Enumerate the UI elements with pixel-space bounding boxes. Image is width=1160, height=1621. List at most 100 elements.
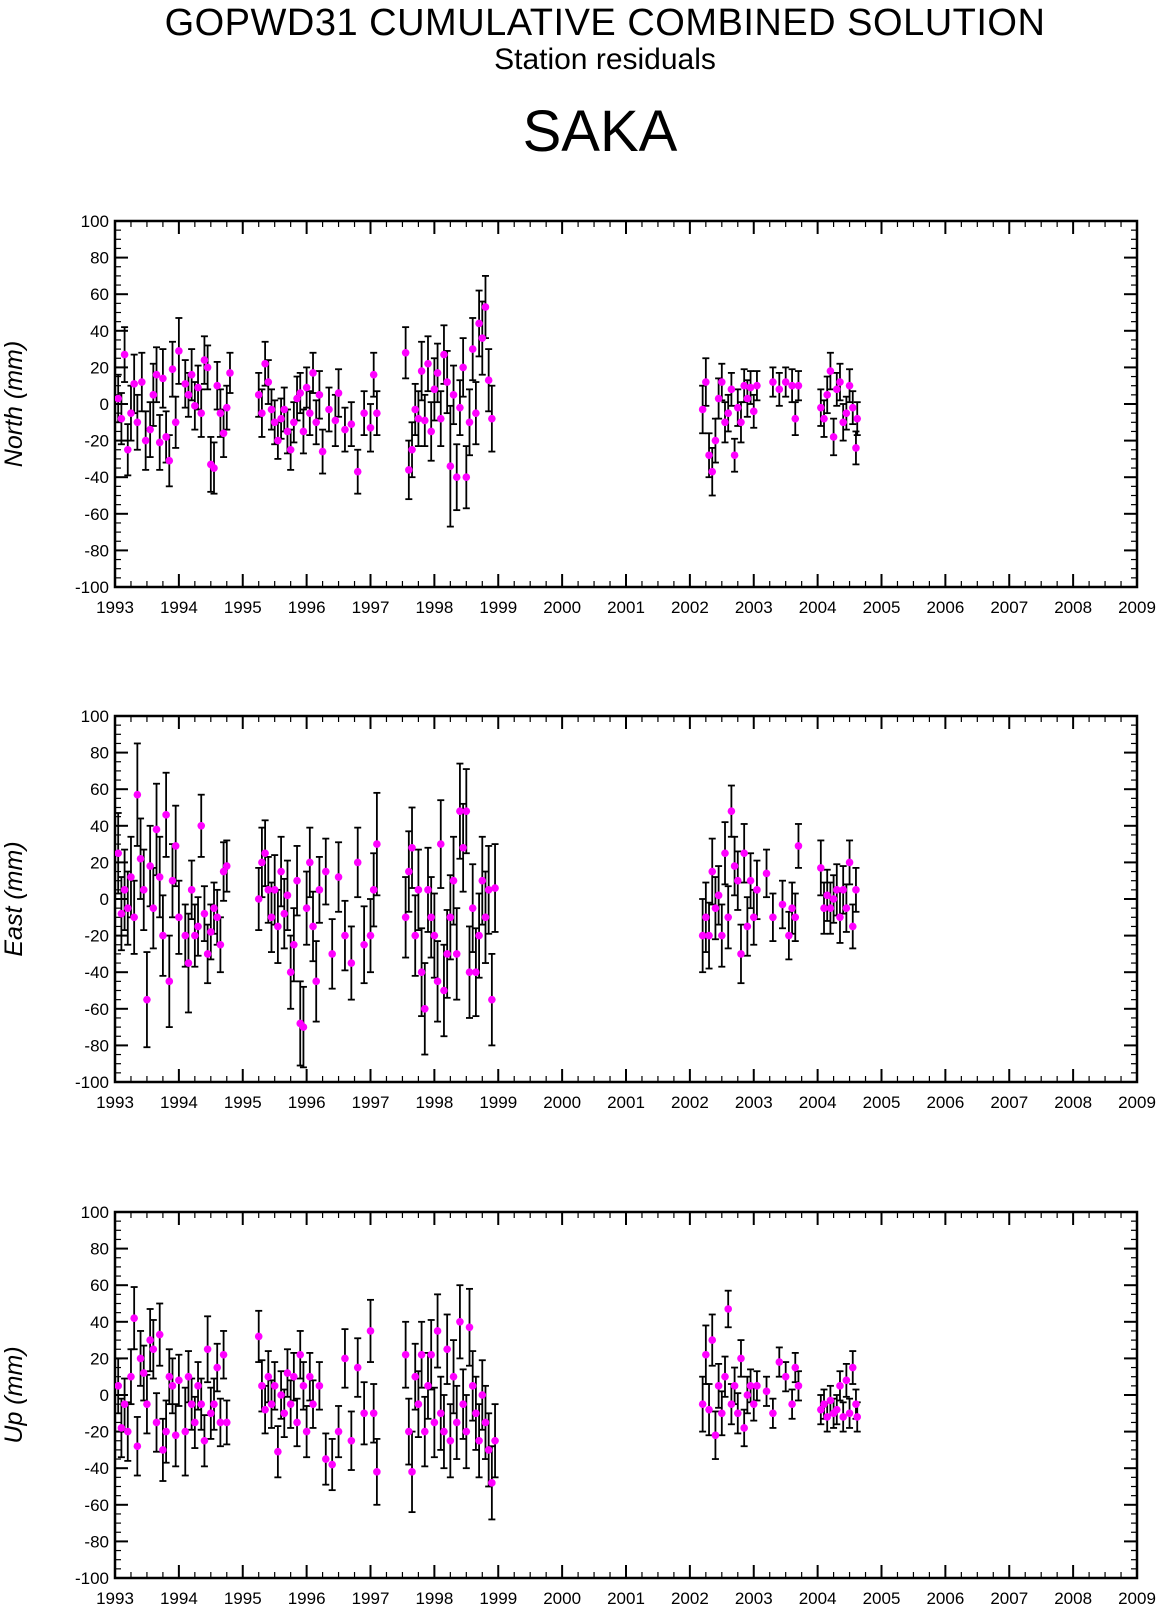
east-y-tick-label: 100 — [81, 707, 109, 726]
east-data-point — [264, 886, 273, 894]
up-data-point — [216, 1418, 225, 1427]
up-data-point — [270, 1382, 279, 1390]
north-data-point — [730, 451, 739, 460]
east-data-point — [791, 913, 800, 922]
up-data-point — [730, 1382, 739, 1390]
up-data-point — [123, 1427, 132, 1436]
up-data-point — [468, 1382, 477, 1390]
up-data-point — [286, 1400, 295, 1408]
up-data-point — [302, 1427, 311, 1436]
north-y-tick-label: 20 — [90, 358, 109, 377]
north-data-point — [334, 389, 343, 397]
north-data-point — [366, 423, 375, 432]
east-data-point — [842, 904, 851, 912]
north-data-point — [436, 414, 445, 423]
east-x-tick-label: 1999 — [479, 1093, 517, 1112]
north-data-point — [842, 409, 851, 417]
east-y-tick-label: -20 — [84, 927, 109, 946]
north-data-point — [769, 378, 777, 386]
east-data-point — [785, 931, 793, 940]
east-data-point — [165, 977, 174, 986]
east-data-point — [826, 904, 835, 912]
north-data-point — [296, 389, 305, 397]
east-data-point — [488, 995, 496, 1004]
up-data-point — [264, 1372, 273, 1381]
up-y-tick-label: -100 — [75, 1569, 109, 1588]
north-data-point — [270, 418, 279, 427]
up-data-point — [769, 1409, 777, 1418]
east-data-point — [366, 931, 375, 940]
north-data-point — [475, 319, 483, 328]
up-data-point — [733, 1409, 742, 1418]
up-data-point — [274, 1447, 282, 1456]
east-data-point — [155, 873, 164, 881]
north-data-point — [718, 378, 726, 386]
up-data-point — [369, 1409, 378, 1418]
north-data-point — [401, 348, 410, 357]
east-data-point — [197, 822, 206, 830]
north-data-point — [727, 385, 736, 394]
up-data-point — [373, 1468, 381, 1476]
north-data-point — [472, 409, 480, 417]
up-data-point — [475, 1436, 483, 1445]
up-x-tick-label: 2009 — [1118, 1589, 1156, 1608]
up-data-point — [727, 1400, 736, 1408]
east-data-point — [187, 886, 196, 894]
up-data-point — [219, 1350, 228, 1359]
up-y-tick-label: -20 — [84, 1423, 109, 1442]
up-x-tick-label: 1993 — [96, 1589, 134, 1608]
east-data-point — [778, 900, 787, 909]
east-data-point — [478, 876, 487, 885]
east-data-point — [162, 811, 170, 819]
north-data-point — [839, 418, 847, 427]
up-y-tick-label: 0 — [100, 1386, 109, 1405]
east-data-point — [839, 886, 847, 894]
east-y-tick-label: 40 — [90, 817, 109, 836]
east-data-point — [286, 968, 295, 976]
east-data-point — [334, 873, 343, 881]
up-data-point — [443, 1345, 451, 1354]
up-data-point — [420, 1427, 429, 1436]
east-data-point — [414, 886, 423, 894]
up-data-point — [436, 1409, 445, 1418]
north-data-point — [115, 394, 122, 403]
up-data-point — [781, 1372, 790, 1381]
east-data-point — [484, 886, 493, 894]
east-data-point — [149, 904, 158, 912]
east-data-point — [769, 913, 777, 922]
east-data-point — [139, 886, 148, 894]
up-data-point — [267, 1400, 276, 1408]
north-data-point — [347, 420, 356, 428]
north-data-point — [417, 367, 426, 375]
up-data-point — [146, 1336, 154, 1344]
north-data-point — [280, 405, 289, 414]
north-x-tick-label: 1996 — [288, 598, 326, 617]
north-data-point — [318, 447, 327, 456]
up-data-point — [820, 1400, 828, 1408]
east-data-point — [817, 864, 825, 872]
east-data-point — [468, 904, 477, 912]
east-data-point — [491, 884, 499, 892]
up-data-point — [446, 1436, 455, 1445]
north-data-point — [478, 334, 487, 342]
up-data-point — [839, 1413, 847, 1421]
up-data-point — [484, 1446, 493, 1454]
east-data-point — [321, 867, 330, 876]
east-data-point — [417, 968, 426, 976]
up-data-point — [309, 1400, 317, 1408]
north-data-point — [702, 378, 710, 386]
east-data-point — [737, 950, 745, 958]
east-data-point — [481, 913, 490, 922]
east-data-point — [472, 968, 480, 976]
north-data-point — [484, 376, 493, 385]
east-data-point — [702, 913, 710, 922]
north-data-point — [698, 405, 707, 414]
north-data-point — [123, 445, 132, 454]
north-data-point — [264, 378, 273, 386]
north-data-point — [465, 418, 474, 427]
north-data-point — [194, 383, 202, 392]
north-data-point — [130, 380, 138, 388]
up-data-point — [175, 1376, 183, 1385]
north-data-point — [290, 418, 298, 427]
north-y-tick-label: 80 — [90, 249, 109, 268]
